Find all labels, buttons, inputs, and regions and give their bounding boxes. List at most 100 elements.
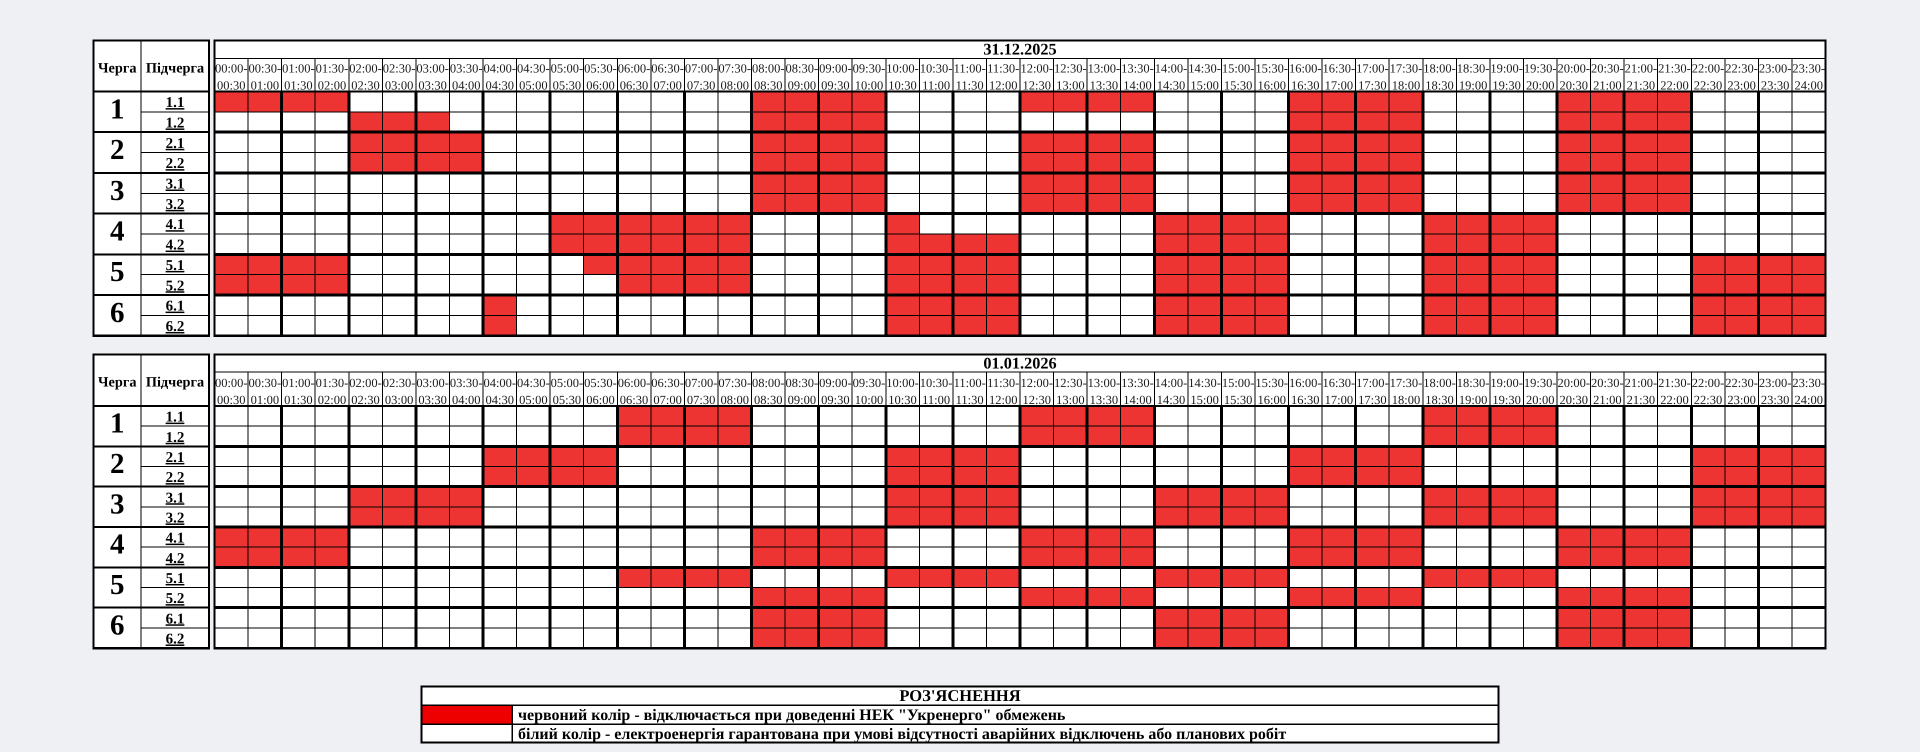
svg-text:17:00: 17:00 [1325, 393, 1353, 407]
svg-text:6.1: 6.1 [166, 611, 185, 627]
svg-text:04:00-: 04:00- [483, 61, 516, 75]
svg-text:08:30: 08:30 [754, 78, 782, 92]
svg-text:4: 4 [110, 529, 125, 561]
svg-text:05:00: 05:00 [519, 393, 547, 407]
svg-text:07:00: 07:00 [653, 78, 681, 92]
svg-text:23:00: 23:00 [1727, 78, 1755, 92]
svg-text:11:00: 11:00 [922, 393, 950, 407]
svg-text:18:30-: 18:30- [1457, 376, 1490, 390]
svg-text:19:30-: 19:30- [1524, 376, 1557, 390]
svg-text:01:30: 01:30 [284, 78, 312, 92]
svg-text:23:30-: 23:30- [1792, 376, 1825, 390]
svg-text:01.01.2026: 01.01.2026 [983, 354, 1056, 373]
svg-text:10:30: 10:30 [888, 393, 916, 407]
svg-text:4.2: 4.2 [166, 551, 185, 567]
svg-text:6.1: 6.1 [166, 299, 185, 315]
svg-text:08:30-: 08:30- [786, 61, 819, 75]
svg-text:08:00: 08:00 [720, 393, 748, 407]
svg-text:3.1: 3.1 [166, 490, 185, 506]
svg-text:00:30-: 00:30- [249, 376, 282, 390]
svg-text:11:30: 11:30 [956, 78, 984, 92]
svg-text:06:30-: 06:30- [651, 376, 684, 390]
svg-text:3.1: 3.1 [166, 177, 185, 193]
svg-text:06:30: 06:30 [620, 393, 648, 407]
svg-text:6: 6 [110, 609, 125, 641]
svg-text:05:30-: 05:30- [584, 61, 617, 75]
svg-text:13:30: 13:30 [1090, 78, 1118, 92]
svg-text:06:00: 06:00 [586, 78, 614, 92]
svg-text:10:30-: 10:30- [920, 61, 953, 75]
svg-text:19:00-: 19:00- [1490, 376, 1523, 390]
svg-text:10:30-: 10:30- [920, 376, 953, 390]
svg-text:13:00-: 13:00- [1088, 61, 1121, 75]
svg-text:03:30-: 03:30- [450, 376, 483, 390]
svg-text:20:30-: 20:30- [1591, 61, 1624, 75]
svg-text:01:30-: 01:30- [316, 61, 349, 75]
svg-text:17:30: 17:30 [1358, 78, 1386, 92]
svg-text:02:30: 02:30 [351, 393, 379, 407]
svg-text:14:30: 14:30 [1157, 78, 1185, 92]
svg-text:09:30-: 09:30- [853, 61, 886, 75]
svg-text:05:00-: 05:00- [551, 376, 584, 390]
svg-text:09:00: 09:00 [788, 393, 816, 407]
svg-text:02:30-: 02:30- [383, 61, 416, 75]
svg-text:04:00: 04:00 [452, 393, 480, 407]
svg-text:21:30-: 21:30- [1658, 61, 1691, 75]
svg-text:5: 5 [110, 256, 125, 288]
svg-text:2: 2 [110, 448, 125, 480]
svg-text:11:30-: 11:30- [987, 61, 1019, 75]
svg-text:11:30-: 11:30- [987, 376, 1019, 390]
svg-text:22:00-: 22:00- [1692, 61, 1725, 75]
svg-text:18:00: 18:00 [1392, 393, 1420, 407]
svg-text:23:30-: 23:30- [1792, 61, 1825, 75]
svg-text:16:00: 16:00 [1257, 393, 1285, 407]
svg-text:21:30: 21:30 [1627, 393, 1655, 407]
svg-text:23:00-: 23:00- [1759, 61, 1792, 75]
svg-text:05:30: 05:30 [553, 78, 581, 92]
svg-text:1.1: 1.1 [166, 95, 185, 111]
svg-text:03:00-: 03:00- [416, 376, 449, 390]
svg-text:08:00-: 08:00- [752, 61, 785, 75]
svg-text:04:00: 04:00 [452, 78, 480, 92]
svg-text:31.12.2025: 31.12.2025 [983, 40, 1056, 59]
svg-text:3: 3 [110, 488, 125, 520]
svg-text:18:00: 18:00 [1392, 78, 1420, 92]
svg-text:00:00-: 00:00- [215, 376, 248, 390]
svg-text:01:00: 01:00 [251, 393, 279, 407]
svg-text:3: 3 [110, 175, 125, 207]
svg-text:03:00: 03:00 [385, 393, 413, 407]
svg-text:Підчерга: Підчерга [146, 60, 204, 76]
svg-text:15:30-: 15:30- [1255, 376, 1288, 390]
svg-text:07:30: 07:30 [687, 393, 715, 407]
svg-text:01:30: 01:30 [284, 393, 312, 407]
svg-text:04:30: 04:30 [486, 393, 514, 407]
svg-text:02:00: 02:00 [318, 78, 346, 92]
svg-text:2: 2 [110, 134, 125, 166]
svg-text:15:30: 15:30 [1224, 78, 1252, 92]
svg-text:24:00: 24:00 [1794, 393, 1822, 407]
svg-text:22:30: 22:30 [1694, 393, 1722, 407]
svg-text:12:30: 12:30 [1023, 78, 1051, 92]
svg-text:19:00: 19:00 [1459, 393, 1487, 407]
svg-text:03:30: 03:30 [418, 393, 446, 407]
svg-text:21:00-: 21:00- [1625, 376, 1658, 390]
svg-text:18:30: 18:30 [1425, 393, 1453, 407]
svg-text:06:30: 06:30 [620, 78, 648, 92]
svg-text:10:30: 10:30 [888, 78, 916, 92]
svg-text:17:30: 17:30 [1358, 393, 1386, 407]
svg-text:червоний колір - відключається: червоний колір - відключається при довед… [518, 707, 1066, 724]
svg-text:21:30: 21:30 [1627, 78, 1655, 92]
svg-text:4.1: 4.1 [166, 531, 185, 547]
svg-text:21:30-: 21:30- [1658, 376, 1691, 390]
svg-text:21:00: 21:00 [1593, 393, 1621, 407]
svg-text:08:30-: 08:30- [786, 376, 819, 390]
svg-text:2.1: 2.1 [166, 136, 185, 152]
svg-text:20:30-: 20:30- [1591, 376, 1624, 390]
svg-text:06:00: 06:00 [586, 393, 614, 407]
svg-text:13:30-: 13:30- [1121, 61, 1154, 75]
svg-text:06:00-: 06:00- [618, 376, 651, 390]
svg-text:14:30-: 14:30- [1188, 61, 1221, 75]
svg-text:01:30-: 01:30- [316, 376, 349, 390]
svg-text:16:30-: 16:30- [1323, 61, 1356, 75]
svg-text:04:00-: 04:00- [483, 376, 516, 390]
